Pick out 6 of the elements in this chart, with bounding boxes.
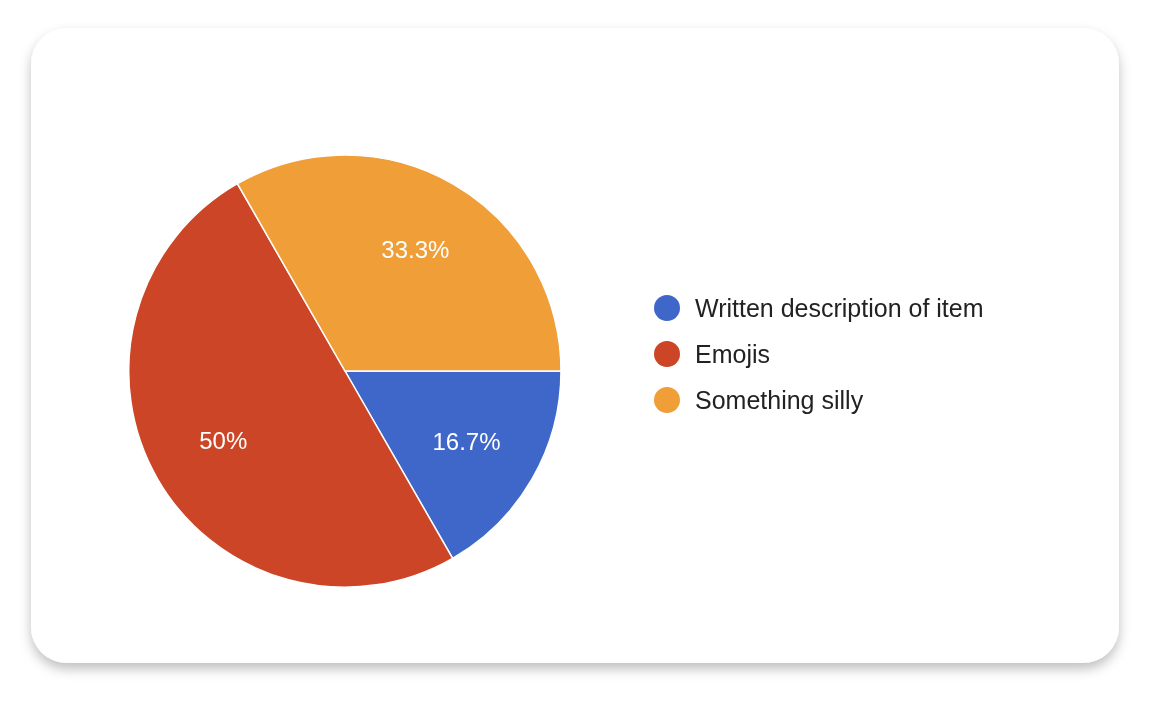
legend-label: Written description of item: [695, 294, 984, 322]
legend-label: Emojis: [695, 340, 771, 368]
data-label: 33.3%: [381, 235, 450, 263]
legend-label: Something silly: [695, 386, 864, 414]
data-label: 16.7%: [432, 427, 501, 455]
data-label: 50%: [199, 427, 248, 455]
